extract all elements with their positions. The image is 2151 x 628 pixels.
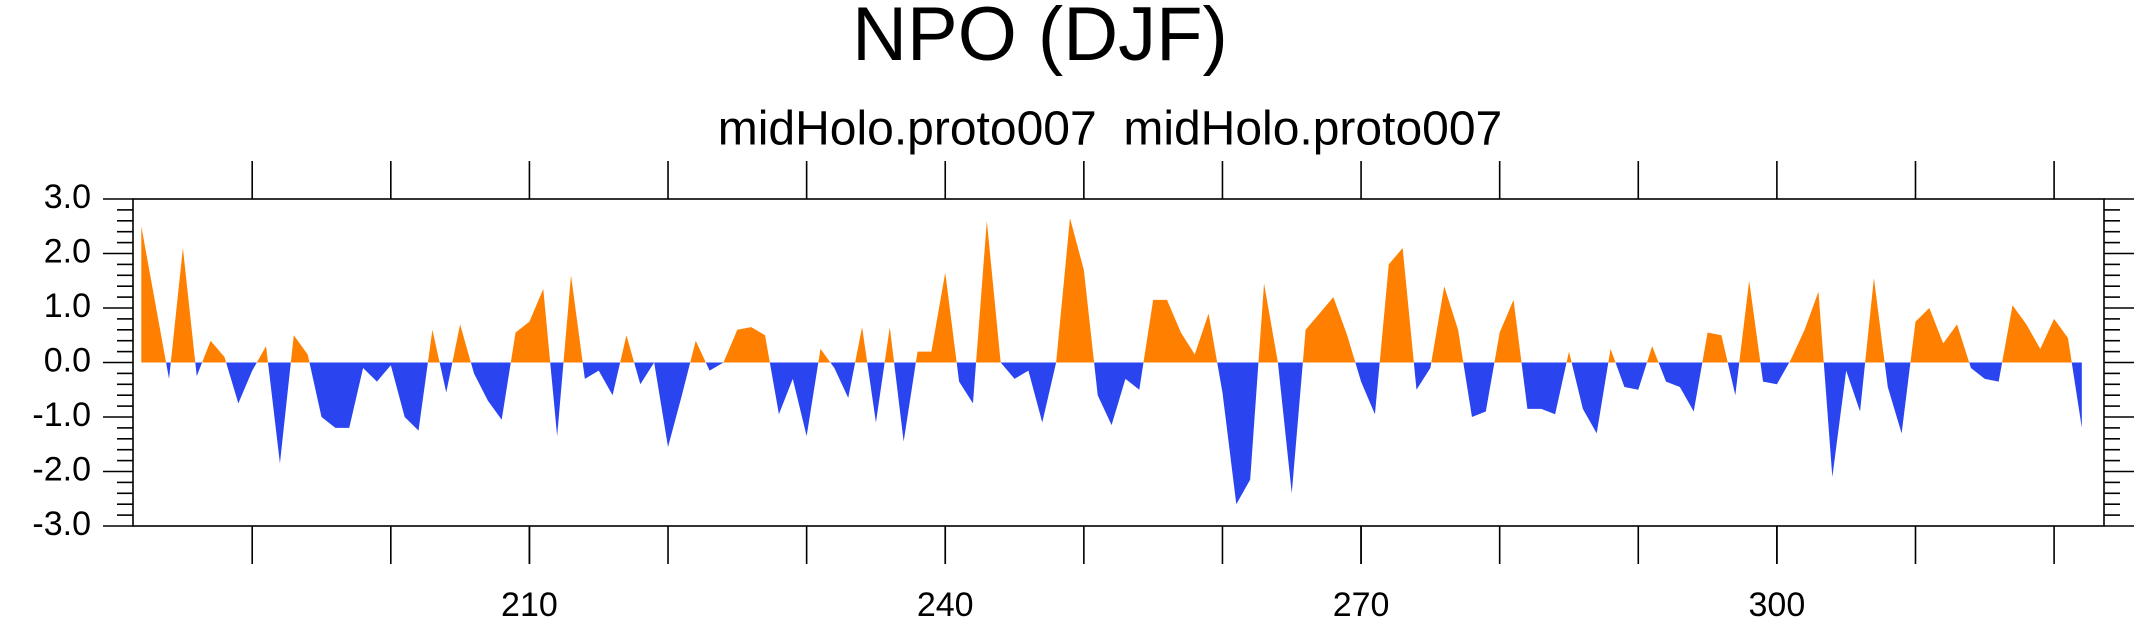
y-tick-label: -2.0 bbox=[32, 450, 91, 488]
x-tick-label: 240 bbox=[917, 586, 974, 624]
chart-subtitle: midHolo.proto007 midHolo.proto007 bbox=[718, 103, 1502, 156]
y-tick-label: 0.0 bbox=[44, 341, 91, 379]
x-tick-label: 300 bbox=[1749, 586, 1806, 624]
y-tick-label: 1.0 bbox=[44, 287, 91, 325]
y-tick-label: -1.0 bbox=[32, 396, 91, 434]
y-tick-label: 3.0 bbox=[44, 178, 91, 216]
y-tick-label: -3.0 bbox=[32, 505, 91, 543]
positive-area bbox=[141, 218, 2082, 363]
x-tick-label: 270 bbox=[1333, 586, 1390, 624]
negative-area bbox=[141, 362, 2082, 505]
y-tick-label: 2.0 bbox=[44, 232, 91, 270]
x-tick-label: 210 bbox=[501, 586, 558, 624]
chart-title: NPO (DJF) bbox=[852, 0, 1228, 77]
